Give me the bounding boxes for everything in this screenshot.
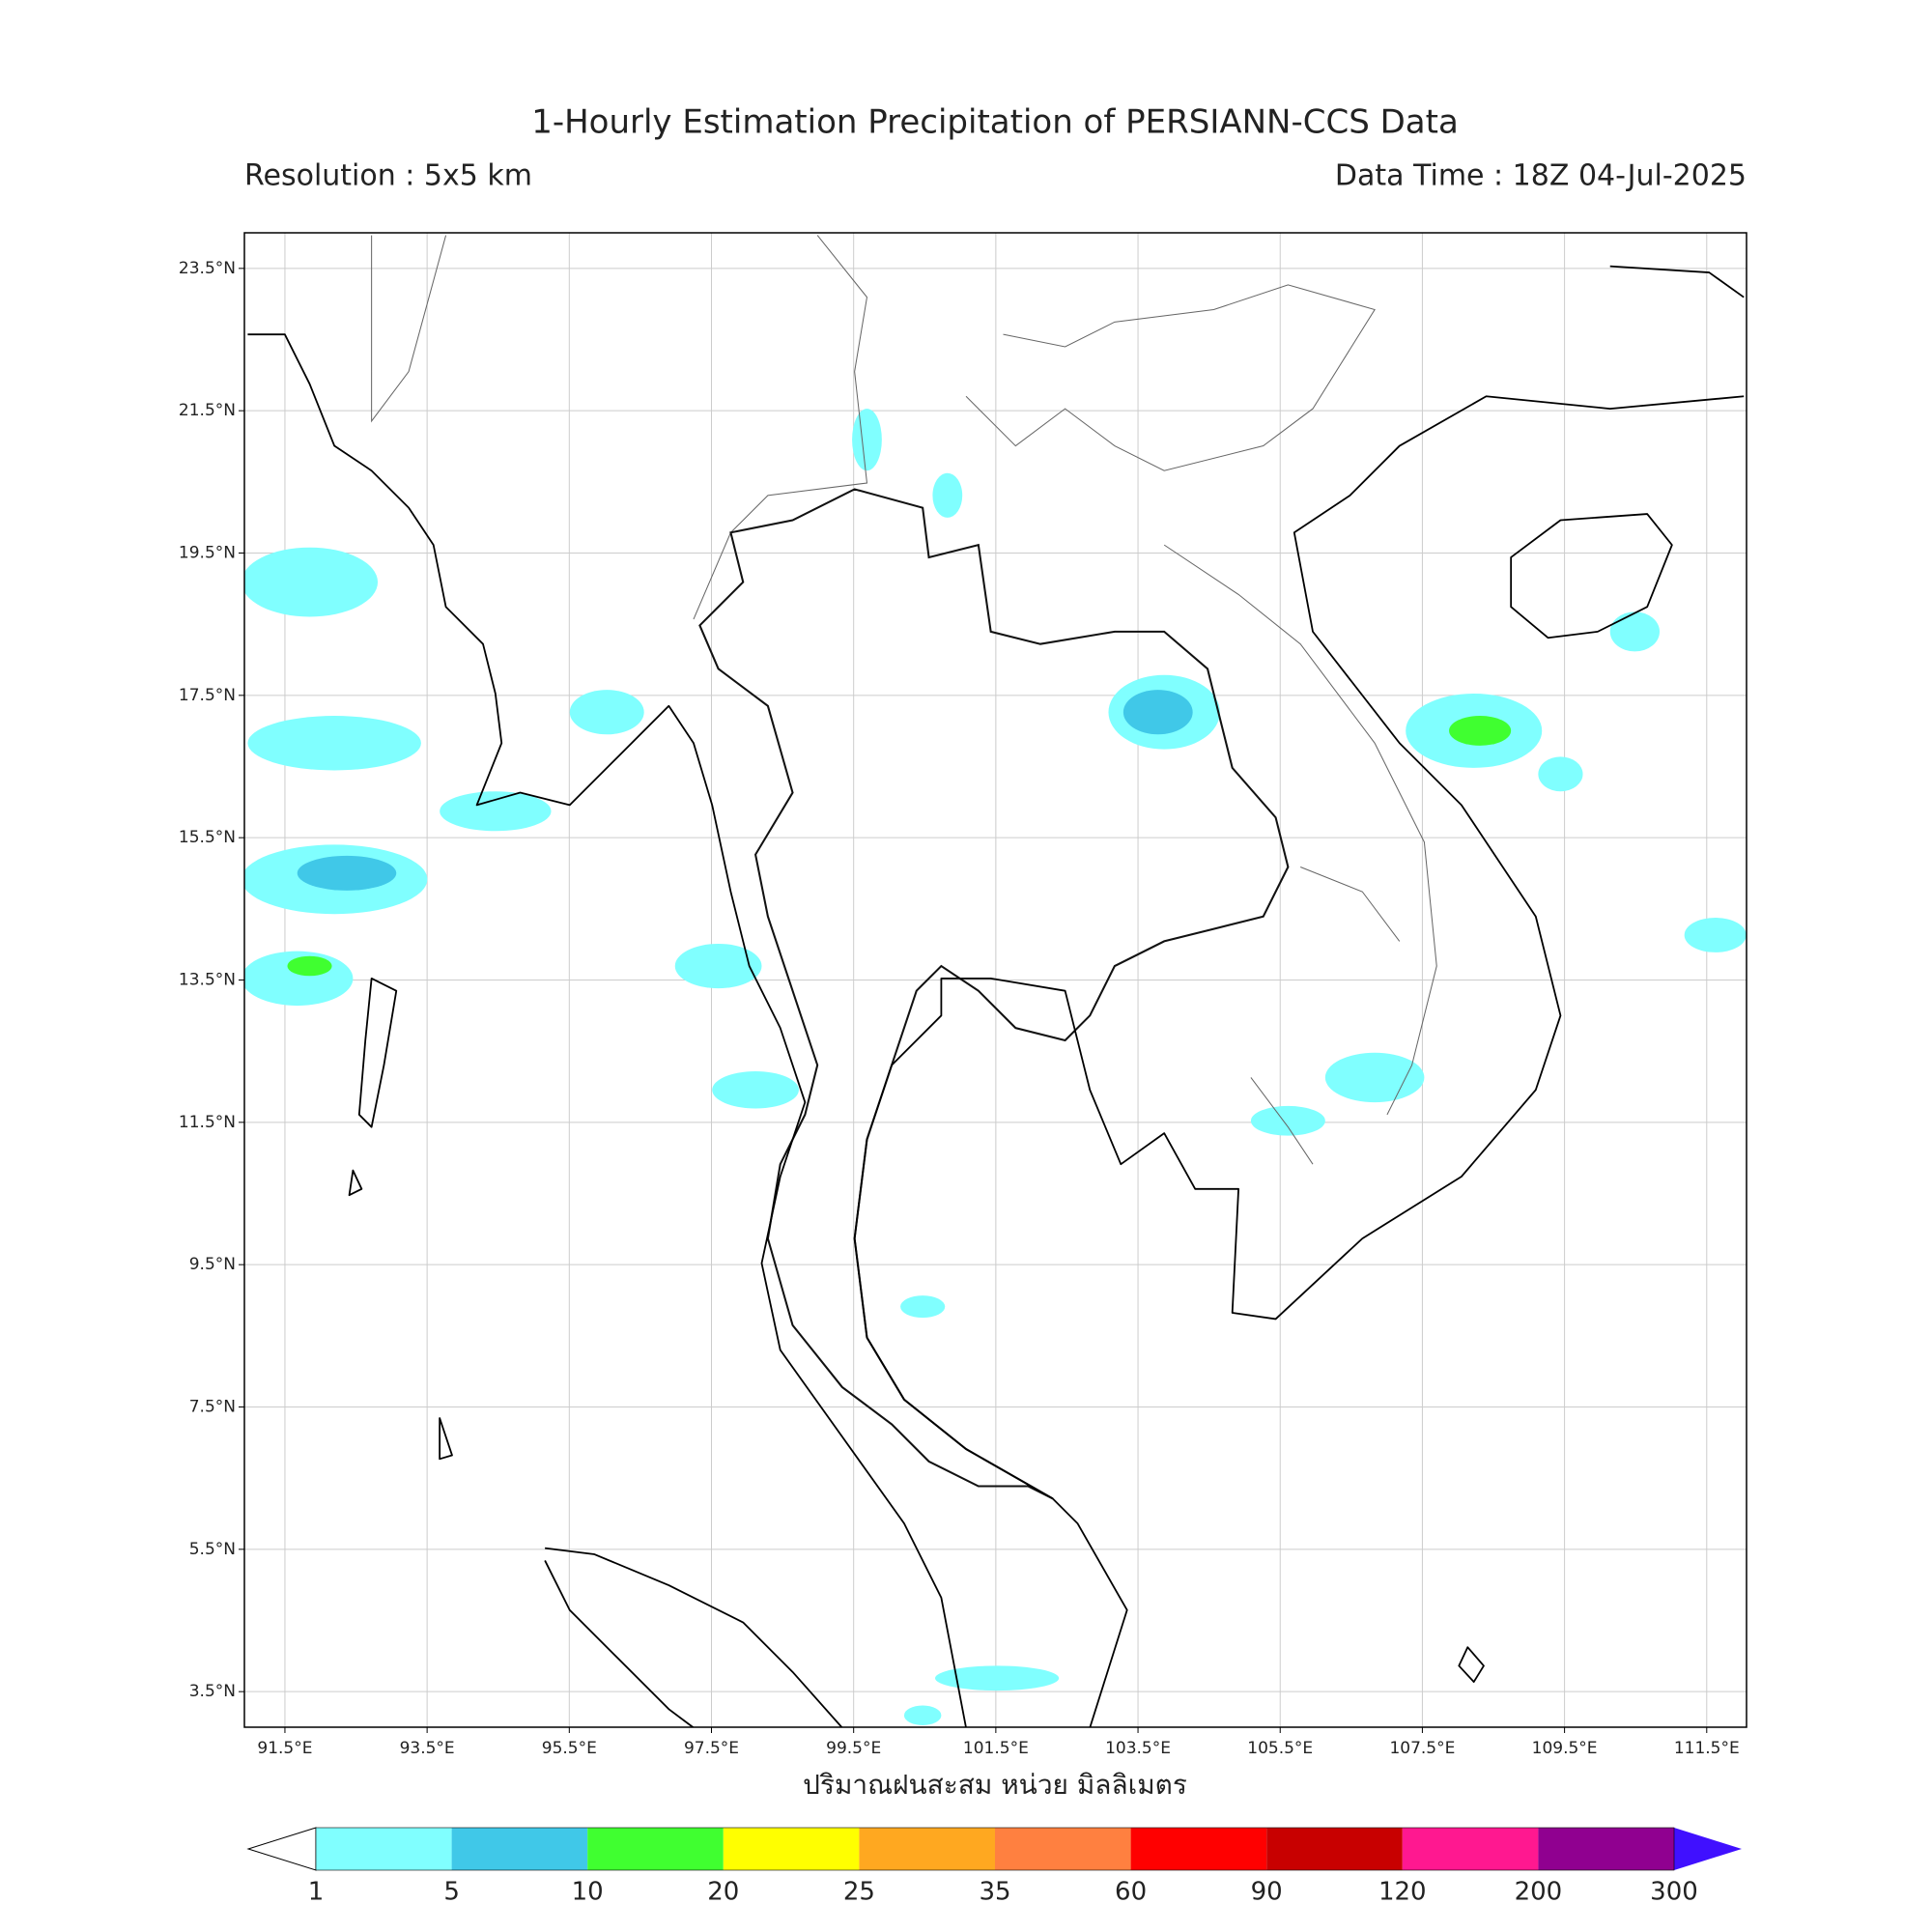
rain-area bbox=[440, 791, 552, 832]
colorbar-label: 300 bbox=[1650, 1878, 1698, 1907]
colorbar-label: 60 bbox=[1115, 1878, 1147, 1907]
colorbar-bin bbox=[859, 1828, 995, 1870]
colorbar-bin bbox=[723, 1828, 860, 1870]
x-tick-label: 91.5°E bbox=[257, 1739, 312, 1758]
y-tick-label: 13.5°N bbox=[179, 971, 236, 990]
colorbar-label: 120 bbox=[1378, 1878, 1427, 1907]
x-tick-label: 93.5°E bbox=[400, 1739, 455, 1758]
resolution: Resolution : 5x5 km bbox=[244, 159, 532, 193]
colorbar-label: 35 bbox=[979, 1878, 1010, 1907]
coastline bbox=[247, 333, 967, 1727]
x-tick-label: 103.5°E bbox=[1105, 1739, 1171, 1758]
colorbar-under bbox=[246, 1827, 317, 1871]
colorbar-bin bbox=[1266, 1828, 1403, 1870]
colorbar-bin bbox=[1538, 1828, 1674, 1870]
colorbar-label: 10 bbox=[572, 1878, 604, 1907]
y-tick-label: 21.5°N bbox=[179, 401, 236, 420]
x-tick-label: 97.5°E bbox=[684, 1739, 739, 1758]
rain-area bbox=[1324, 1052, 1425, 1103]
rain-area bbox=[244, 547, 379, 617]
geography-shapes bbox=[244, 235, 1747, 1727]
rain-area bbox=[1122, 690, 1193, 735]
coastline bbox=[348, 265, 1745, 1683]
rain-areas bbox=[244, 409, 1747, 1725]
colorbar-label: 25 bbox=[843, 1878, 875, 1907]
y-tick-label: 9.5°N bbox=[189, 1255, 236, 1274]
rain-area bbox=[1538, 756, 1583, 792]
country-border bbox=[371, 235, 1437, 1165]
rain-area bbox=[934, 1665, 1060, 1691]
coastline bbox=[853, 395, 1745, 1727]
rain-area bbox=[1250, 1105, 1325, 1136]
colorbar-outline bbox=[315, 1827, 1675, 1871]
colorbar-bin bbox=[587, 1828, 724, 1870]
rain-area bbox=[903, 1705, 942, 1725]
rain-area bbox=[247, 716, 421, 771]
colorbar-bin bbox=[1130, 1828, 1267, 1870]
y-tick-label: 15.5°N bbox=[179, 828, 236, 847]
colorbar: 1 5 10 20 25 35 60 90 120 200 300 bbox=[246, 1827, 1742, 1907]
x-tick-label: 95.5°E bbox=[542, 1739, 597, 1758]
rain-area bbox=[932, 472, 963, 518]
x-tick-label: 101.5°E bbox=[963, 1739, 1029, 1758]
rain-area bbox=[900, 1295, 946, 1319]
x-tick-label: 99.5°E bbox=[826, 1739, 881, 1758]
y-tick-label: 23.5°N bbox=[179, 259, 236, 278]
x-axis-label: ปริมาณฝนสะสม หน่วย มิลลิเมตร bbox=[803, 1769, 1187, 1801]
x-tick-label: 111.5°E bbox=[1674, 1739, 1740, 1758]
y-tick-label: 7.5°N bbox=[189, 1398, 236, 1417]
colorbar-bin bbox=[995, 1828, 1131, 1870]
title: 1-Hourly Estimation Precipitation of PER… bbox=[531, 103, 1459, 142]
rain-area bbox=[674, 943, 762, 989]
rain-area bbox=[852, 409, 882, 471]
geography bbox=[244, 235, 1747, 1727]
y-tick-label: 17.5°N bbox=[179, 686, 236, 705]
x-tick-label: 107.5°E bbox=[1389, 1739, 1455, 1758]
colorbar-over bbox=[1674, 1828, 1742, 1870]
data-time: Data Time : 18Z 04-Jul-2025 bbox=[1335, 159, 1747, 193]
y-tick-label: 19.5°N bbox=[179, 544, 236, 563]
thailand-outline bbox=[698, 488, 1290, 1500]
coastline bbox=[544, 1547, 843, 1727]
colorbar-label: 5 bbox=[443, 1878, 460, 1907]
grid bbox=[244, 233, 1747, 1727]
rain-area bbox=[297, 855, 397, 891]
y-tick-label: 11.5°N bbox=[179, 1113, 236, 1132]
y-tick-label: 5.5°N bbox=[189, 1540, 236, 1559]
rain-area bbox=[569, 690, 644, 735]
rain-area bbox=[1609, 611, 1661, 652]
colorbar-bin bbox=[1402, 1828, 1539, 1870]
coastline bbox=[1510, 513, 1673, 639]
rain-area bbox=[1449, 716, 1512, 746]
rain-area bbox=[1684, 918, 1747, 952]
y-tick-label: 3.5°N bbox=[189, 1682, 236, 1701]
x-tick-label: 105.5°E bbox=[1247, 1739, 1313, 1758]
colorbar-label: 200 bbox=[1515, 1878, 1563, 1907]
colorbar-label: 1 bbox=[308, 1878, 325, 1907]
rain-area bbox=[712, 1071, 799, 1109]
colorbar-bin bbox=[451, 1828, 588, 1870]
x-tick-label: 109.5°E bbox=[1532, 1739, 1598, 1758]
colorbar-label: 90 bbox=[1251, 1878, 1283, 1907]
colorbar-bin bbox=[316, 1828, 452, 1870]
colorbar-label: 20 bbox=[707, 1878, 739, 1907]
rain-area bbox=[287, 955, 332, 977]
